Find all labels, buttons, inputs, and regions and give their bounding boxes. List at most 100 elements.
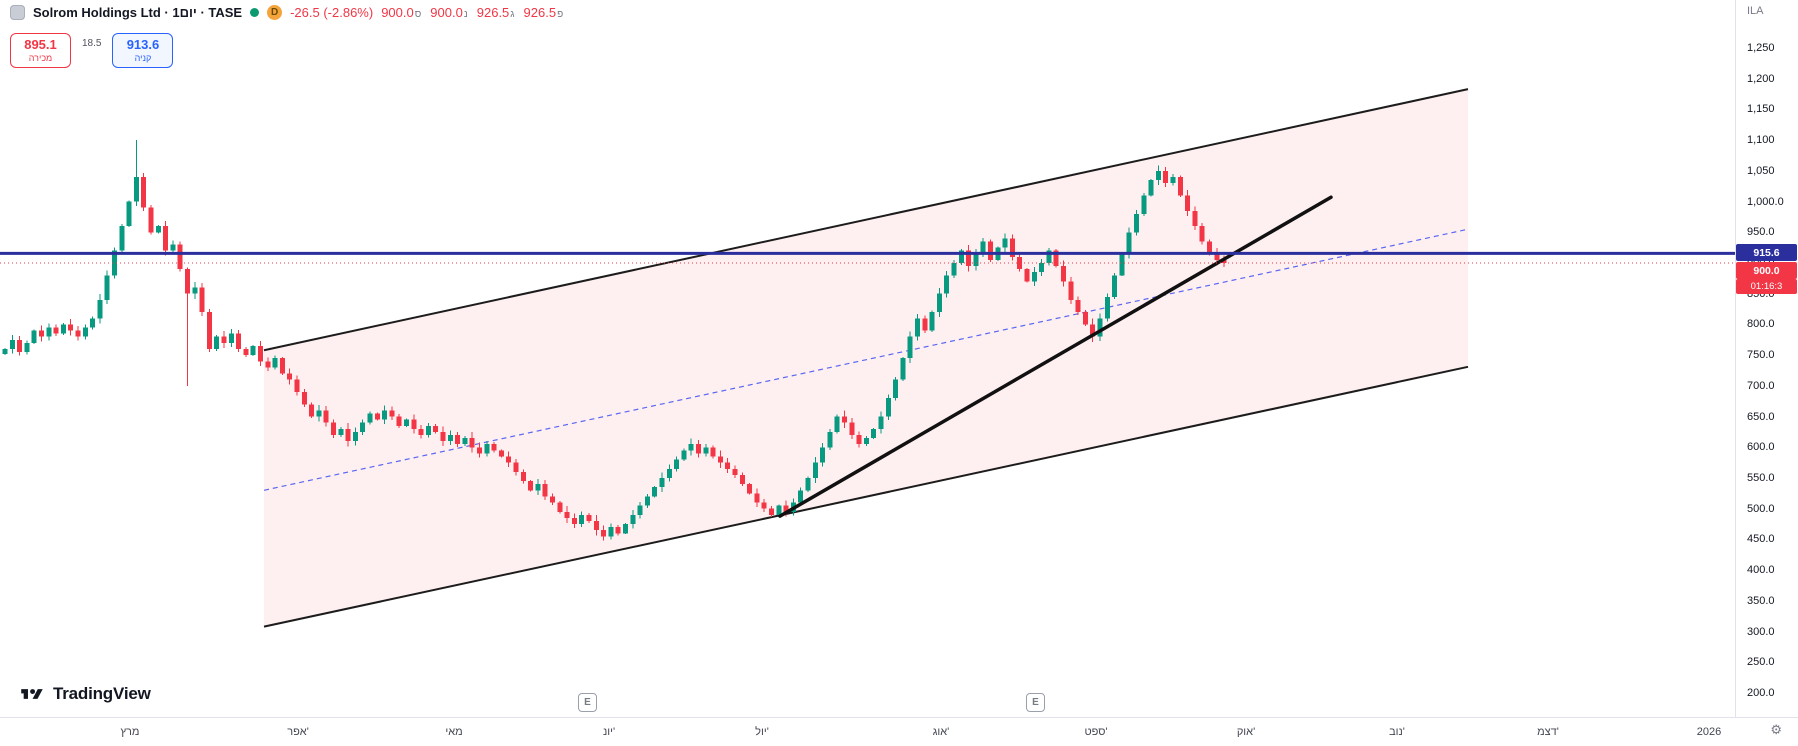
- candlestick-chart[interactable]: [0, 0, 1735, 717]
- ohlc-close: 900.0 ס: [381, 5, 422, 20]
- candle-body: [1148, 180, 1154, 196]
- candle-body: [75, 330, 81, 337]
- ohlc-values: 900.0 ס 900.0 נ 926.5 ג 926.5 פ: [381, 5, 563, 20]
- trend-channel-upper-line[interactable]: [263, 88, 1469, 352]
- time-axis-label: אפר': [287, 726, 309, 738]
- candle-body: [1134, 213, 1139, 233]
- sell-price: 895.1: [24, 37, 57, 52]
- candle-body: [148, 207, 154, 233]
- candle-body: [900, 358, 906, 380]
- candle-body: [725, 462, 731, 469]
- bar-countdown-tag: 01:16:3: [1736, 279, 1797, 295]
- candle-body: [1126, 232, 1132, 254]
- candle-body: [732, 468, 738, 475]
- candle-body: [141, 177, 147, 208]
- candle-body: [17, 339, 23, 353]
- candle-body: [630, 514, 636, 525]
- candle-body: [1031, 272, 1037, 282]
- candle-body: [236, 333, 242, 349]
- candle-body: [681, 450, 687, 460]
- candle-body: [674, 459, 680, 469]
- candle-body: [1061, 266, 1066, 282]
- spread-value: 18.5: [82, 38, 102, 49]
- time-axis[interactable]: מרץ אפר' מאי יונ' יול' אוג' ספט' אוק' נוב' דצמ' 20…: [0, 717, 1798, 746]
- last-price-tag: 900.0: [1736, 262, 1797, 280]
- candle-body: [980, 241, 986, 254]
- delayed-data-badge[interactable]: D: [267, 5, 283, 20]
- candle-body: [331, 422, 336, 435]
- price-axis-label: 800.0: [1747, 318, 1775, 331]
- market-status-icon[interactable]: [250, 8, 260, 17]
- candle-body: [579, 514, 585, 525]
- tradingview-logo-icon: [21, 689, 43, 699]
- candle-body: [104, 275, 110, 300]
- candle-body: [60, 324, 66, 334]
- candle-body: [1104, 296, 1110, 319]
- candle-body: [893, 379, 899, 399]
- candle-body: [966, 250, 972, 267]
- axis-settings-gear-icon[interactable]: ⚙: [1770, 722, 1782, 737]
- candle-body: [688, 444, 694, 451]
- candle-body: [710, 447, 716, 457]
- tradingview-wordmark: TradingView: [53, 684, 151, 703]
- candle-body: [528, 481, 534, 491]
- price-change: -26.5 (-2.86%): [290, 5, 374, 20]
- candle-body: [294, 379, 300, 392]
- candle-body: [1097, 318, 1103, 337]
- price-line-tag: 915.6: [1736, 244, 1797, 262]
- sell-button[interactable]: 895.1 מכירה: [10, 33, 71, 68]
- candle-body: [425, 425, 431, 435]
- candle-body: [1082, 312, 1088, 325]
- candle-body: [1221, 259, 1227, 263]
- time-axis-label: ספט': [1084, 726, 1108, 738]
- candle-body: [1192, 210, 1198, 227]
- trade-panel: 895.1 מכירה 18.5 913.6 קניה: [10, 33, 174, 68]
- candle-body: [849, 422, 855, 435]
- earnings-badge[interactable]: E: [578, 693, 597, 712]
- candle-body: [97, 299, 103, 319]
- candle-body: [462, 438, 468, 445]
- candle-body: [542, 484, 548, 497]
- trend-channel-lower-line[interactable]: [263, 365, 1469, 628]
- candle-body: [958, 250, 964, 263]
- candle-body: [469, 438, 475, 448]
- time-axis-label: אוק': [1236, 726, 1256, 738]
- candle-body: [1009, 238, 1015, 257]
- time-axis-label: דצמ': [1537, 726, 1559, 738]
- candle-body: [389, 410, 395, 417]
- candle-body: [119, 226, 125, 251]
- trend-channel-midline[interactable]: [263, 228, 1469, 491]
- candle-body: [739, 474, 745, 485]
- candle-body: [199, 287, 205, 313]
- candle-body: [827, 431, 833, 448]
- candle-body: [491, 444, 497, 451]
- candle-body: [929, 312, 935, 331]
- candle-body: [747, 484, 753, 494]
- candle-body: [652, 487, 658, 497]
- candle-body: [440, 431, 446, 442]
- symbol-logo[interactable]: [10, 5, 25, 20]
- candle-body: [39, 330, 44, 337]
- candle-body: [258, 345, 263, 362]
- price-axis-label: 600.0: [1747, 441, 1775, 454]
- buy-button[interactable]: 913.6 קניה: [112, 33, 174, 68]
- earnings-badge[interactable]: E: [1026, 693, 1045, 712]
- candle-body: [571, 517, 577, 525]
- candle-body: [1046, 250, 1052, 263]
- price-axis[interactable]: ILA 1,250 1,200 1,150 1,100 1,050 1,000.0 950.…: [1735, 0, 1798, 717]
- candle-body: [783, 505, 789, 512]
- trend-channel-fill: [264, 89, 1468, 627]
- candle-body: [769, 508, 774, 515]
- drawn-trendline[interactable]: [778, 195, 1333, 518]
- candle-body: [382, 410, 388, 420]
- symbol-header: Solrom Holdings Ltd · 1יום · TASE D -26.…: [10, 5, 563, 20]
- candle-body: [1177, 177, 1183, 196]
- candle-body: [520, 471, 526, 482]
- candle-body: [637, 505, 643, 515]
- candle-body: [367, 413, 373, 423]
- buy-price: 913.6: [126, 37, 160, 52]
- candle-body: [221, 336, 227, 343]
- symbol-title[interactable]: Solrom Holdings Ltd · 1יום · TASE: [33, 5, 243, 20]
- tradingview-watermark[interactable]: TradingView: [20, 684, 151, 704]
- candle-body: [163, 226, 169, 251]
